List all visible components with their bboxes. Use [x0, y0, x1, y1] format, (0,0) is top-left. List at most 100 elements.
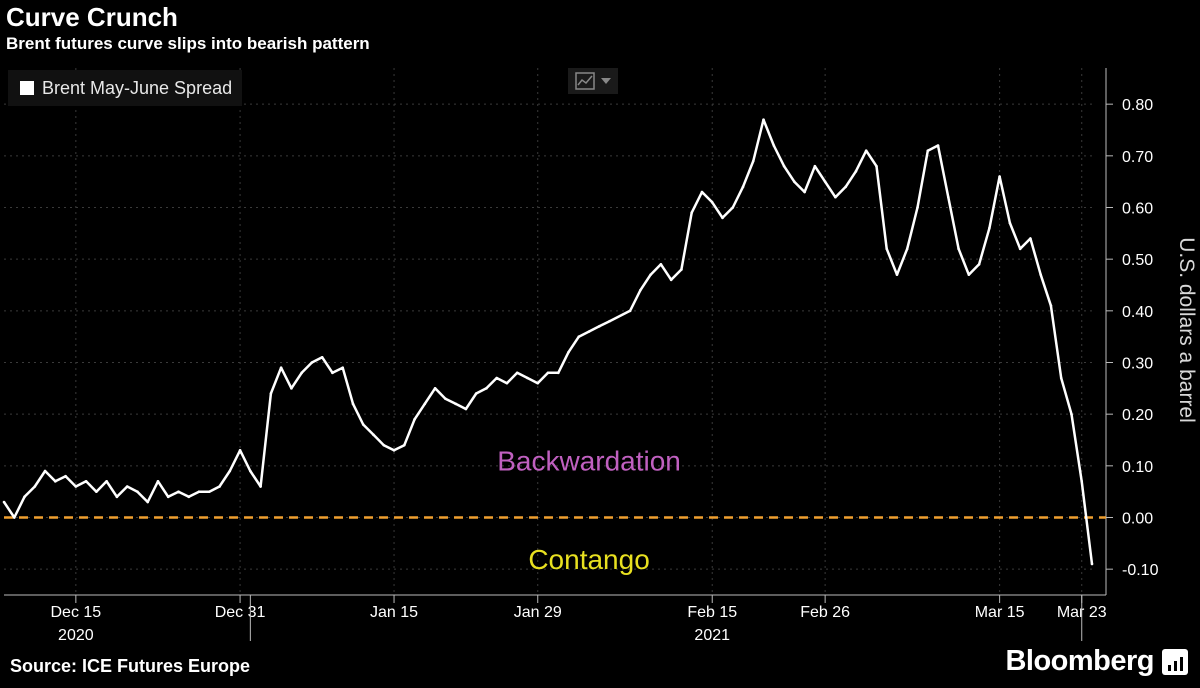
data-point: [351, 402, 355, 406]
x-tick-label: Dec 15: [50, 604, 101, 621]
data-point: [2, 500, 6, 504]
data-point: [598, 325, 601, 328]
data-point: [916, 206, 919, 209]
data-point: [95, 490, 98, 493]
data-point: [844, 185, 847, 189]
data-point: [464, 407, 468, 411]
data-point: [474, 392, 478, 395]
chart-type-button[interactable]: [568, 68, 618, 94]
x-tick-label: Dec 31: [215, 604, 266, 621]
legend[interactable]: Brent May-June Spread: [8, 70, 242, 106]
data-point: [793, 180, 796, 183]
data-point: [1008, 221, 1012, 225]
data-point: [105, 480, 108, 483]
data-point: [772, 144, 776, 147]
data-point: [782, 164, 786, 168]
legend-label: Brent May-June Spread: [42, 77, 233, 98]
data-point: [1049, 304, 1053, 307]
data-point: [197, 490, 201, 493]
data-point: [146, 500, 149, 504]
data-point: [1080, 480, 1084, 483]
data-point: [1090, 562, 1094, 566]
data-point: [577, 335, 581, 338]
y-tick-label: 0.10: [1122, 459, 1153, 476]
y-tick-label: 0.30: [1122, 356, 1153, 373]
data-point: [1039, 273, 1042, 276]
data-point: [341, 366, 345, 369]
data-point: [485, 387, 488, 390]
data-point: [1018, 247, 1022, 251]
data-point: [43, 469, 47, 473]
data-point: [947, 195, 950, 199]
x-tick-label: Jan 29: [514, 604, 562, 621]
data-point: [187, 495, 191, 499]
y-tick-label: 0.20: [1122, 407, 1153, 424]
series-line: [2, 118, 1094, 565]
annotation-contango: Contango: [528, 544, 649, 575]
data-point: [515, 371, 519, 375]
data-point: [567, 350, 570, 354]
data-point: [690, 211, 693, 214]
data-point: [269, 392, 273, 395]
data-point: [1070, 412, 1073, 416]
data-point: [300, 371, 303, 375]
data-point: [84, 480, 88, 483]
chart-subtitle: Brent futures curve slips into bearish p…: [6, 34, 370, 53]
data-point: [259, 485, 262, 488]
data-point: [454, 402, 457, 406]
data-point: [1059, 376, 1063, 380]
data-point: [279, 366, 283, 369]
data-point: [218, 485, 221, 488]
y-tick-label: -0.10: [1122, 562, 1159, 579]
data-point: [680, 268, 683, 271]
data-point: [967, 273, 971, 276]
data-point: [74, 485, 78, 488]
data-point: [556, 371, 560, 375]
brand-logo: Bloomberg: [1005, 645, 1188, 678]
data-point: [751, 159, 755, 163]
data-point: [731, 206, 735, 209]
data-point: [536, 381, 540, 385]
x-tick-label: Feb 15: [687, 604, 737, 621]
data-point: [156, 480, 160, 483]
data-point: [444, 397, 447, 400]
data-point: [977, 263, 981, 266]
terminal-icon: [1162, 648, 1188, 675]
data-point: [331, 371, 334, 375]
data-point: [988, 226, 991, 230]
data-point: [936, 144, 940, 147]
data-point: [669, 278, 673, 282]
data-point: [957, 247, 960, 251]
y-tick-label: 0.80: [1122, 97, 1153, 114]
y-tick-label: 0.40: [1122, 304, 1153, 321]
data-point: [12, 516, 16, 519]
chart-title: Curve Crunch: [6, 2, 178, 32]
data-point: [895, 273, 899, 276]
x-tick-label: Feb 26: [800, 604, 850, 621]
data-point: [834, 195, 837, 199]
data-point: [813, 164, 817, 168]
data-point: [64, 474, 67, 478]
data-point: [166, 495, 170, 499]
chevron-down-icon: [601, 78, 611, 84]
data-point: [361, 423, 365, 426]
x-tick-label: Mar 15: [975, 604, 1025, 621]
data-point: [546, 371, 550, 375]
y-tick-label: 0.00: [1122, 511, 1153, 528]
data-point: [526, 376, 529, 380]
data-point: [238, 449, 242, 452]
data-point: [177, 490, 180, 493]
data-point: [875, 164, 878, 168]
x-tick-label: Jan 15: [370, 604, 418, 621]
data-point: [823, 180, 827, 183]
data-point: [115, 495, 119, 499]
data-point: [659, 263, 663, 266]
data-point: [423, 402, 427, 406]
data-point: [310, 361, 314, 364]
data-point: [762, 118, 765, 121]
data-point: [885, 247, 889, 251]
data-point: [495, 376, 498, 380]
data-point: [290, 387, 293, 390]
data-point: [33, 485, 37, 488]
